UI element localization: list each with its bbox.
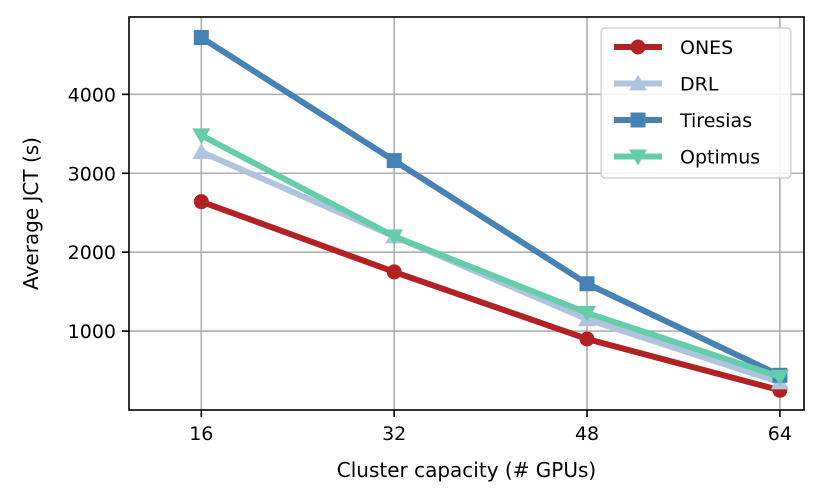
y-tick-label: 1000	[68, 321, 116, 343]
legend-marker	[630, 39, 646, 55]
series-ones	[193, 194, 788, 398]
legend-label: DRL	[680, 74, 719, 96]
legend: ONES DRL Tiresias Optimus	[600, 27, 792, 179]
x-tick-label: 48	[575, 423, 599, 445]
legend-label: Optimus	[680, 147, 760, 169]
ones-line	[198, 198, 783, 394]
optimus-point	[192, 128, 211, 145]
y-tick-label: 3000	[68, 163, 116, 185]
legend-item-ones: ONES	[614, 37, 733, 59]
series-tiresias	[193, 30, 788, 383]
series-optimus	[192, 128, 789, 386]
x-tick-label: 64	[768, 423, 792, 445]
legend-item-optimus: Optimus	[614, 147, 760, 169]
drl-point	[192, 142, 211, 159]
axes	[128, 16, 805, 411]
legend-box	[600, 27, 792, 179]
legend-marker	[629, 149, 647, 166]
tiresias-point	[579, 276, 595, 292]
optimus-line	[198, 132, 783, 380]
optimus-point	[770, 369, 789, 386]
tiresias-line	[198, 34, 783, 379]
tiresias-point	[193, 30, 209, 46]
x-tick-label: 16	[189, 423, 213, 445]
optimus-point	[385, 229, 404, 246]
legend-marker	[630, 112, 646, 128]
legend-label: Tiresias	[679, 110, 752, 132]
ticks: 16 32 48 64 1000 2000 3000 4000	[68, 84, 792, 445]
legend-item-tiresias: Tiresias	[614, 110, 752, 132]
ones-point	[579, 331, 595, 347]
legend-marker	[629, 74, 647, 91]
series-layer	[192, 30, 789, 398]
y-axis-title: Average JCT (s)	[19, 137, 43, 290]
ones-point	[386, 264, 402, 280]
optimus-point	[578, 305, 597, 322]
y-tick-label: 2000	[68, 242, 116, 264]
ones-point	[193, 194, 209, 210]
legend-item-drl: DRL	[614, 74, 719, 96]
x-axis-title: Cluster capacity (# GPUs)	[337, 458, 596, 482]
x-tick-label: 32	[382, 423, 406, 445]
y-tick-label: 4000	[68, 84, 116, 106]
tiresias-point	[386, 153, 402, 169]
plot-frame	[128, 16, 805, 411]
legend-label: ONES	[680, 37, 733, 59]
